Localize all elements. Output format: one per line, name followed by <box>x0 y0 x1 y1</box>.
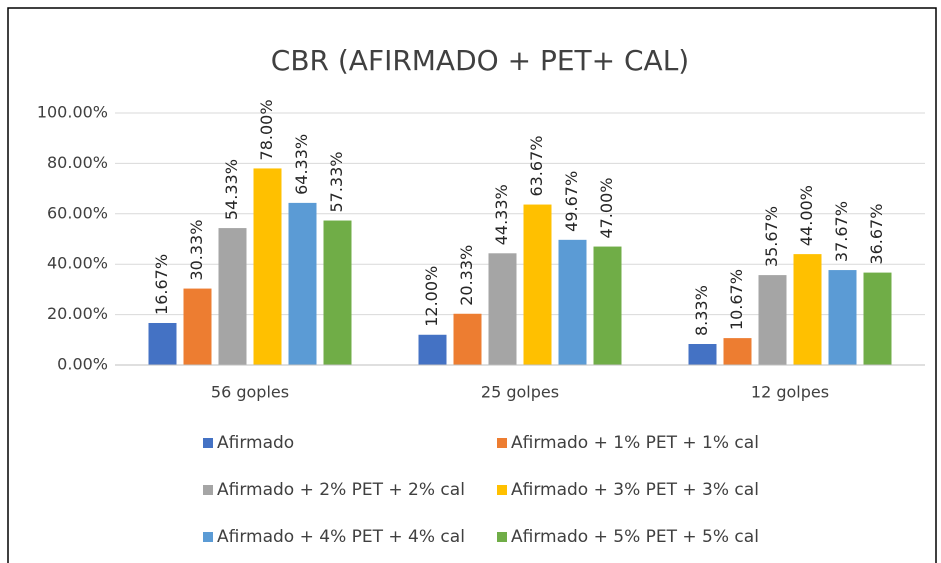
legend-label: Afirmado + 4% PET + 4% cal <box>217 527 465 547</box>
bar <box>488 253 517 365</box>
data-label: 16.67% <box>152 254 171 315</box>
legend-swatch <box>203 532 213 542</box>
legend-swatch <box>497 532 507 542</box>
bar <box>863 272 892 365</box>
data-label: 57.33% <box>327 152 346 213</box>
y-tick-label: 80.00% <box>47 153 108 172</box>
legend-swatch <box>497 485 507 495</box>
data-label: 20.33% <box>457 245 476 306</box>
data-label: 54.33% <box>222 159 241 220</box>
bar <box>793 254 822 365</box>
bar <box>758 275 787 365</box>
bar <box>688 344 717 365</box>
data-label: 44.33% <box>492 184 511 245</box>
data-label: 36.67% <box>867 204 886 265</box>
data-label: 49.67% <box>562 171 581 232</box>
chart-title: CBR (AFIRMADO + PET+ CAL) <box>271 44 689 77</box>
data-label: 10.67% <box>727 269 746 330</box>
data-label: 44.00% <box>797 185 816 246</box>
y-tick-label: 60.00% <box>47 203 108 222</box>
bar <box>523 204 552 365</box>
bar <box>418 334 447 365</box>
legend-swatch <box>203 438 213 448</box>
legend-label: Afirmado <box>217 433 294 453</box>
legend-label: Afirmado + 2% PET + 2% cal <box>217 480 465 500</box>
y-tick-label: 0.00% <box>57 355 108 374</box>
data-label: 63.67% <box>527 136 546 197</box>
data-label: 12.00% <box>422 266 441 327</box>
bar <box>148 322 177 365</box>
y-tick-label: 20.00% <box>47 304 108 323</box>
legend-label: Afirmado + 3% PET + 3% cal <box>511 480 759 500</box>
legend-swatch <box>203 485 213 495</box>
data-label: 47.00% <box>597 178 616 239</box>
data-label: 35.67% <box>762 206 781 267</box>
data-label: 30.33% <box>187 220 206 281</box>
legend-label: Afirmado + 1% PET + 1% cal <box>511 433 759 453</box>
bar <box>593 246 622 365</box>
x-tick-label: 56 goples <box>211 383 289 402</box>
x-tick-label: 25 golpes <box>481 383 559 402</box>
bar <box>453 313 482 365</box>
data-label: 37.67% <box>832 201 851 262</box>
bar <box>723 338 752 365</box>
frame <box>7 7 937 563</box>
bar <box>828 270 857 365</box>
data-label: 78.00% <box>257 99 276 160</box>
data-label: 64.33% <box>292 134 311 195</box>
legend-label: Afirmado + 5% PET + 5% cal <box>511 527 759 547</box>
bar <box>183 288 212 365</box>
bar <box>288 202 317 365</box>
bar <box>218 228 247 365</box>
y-tick-label: 100.00% <box>37 103 108 122</box>
legend-swatch <box>497 438 507 448</box>
bar <box>323 220 352 365</box>
bar <box>253 168 282 365</box>
y-tick-label: 40.00% <box>47 254 108 273</box>
data-label: 8.33% <box>692 285 711 336</box>
x-tick-label: 12 golpes <box>751 383 829 402</box>
bar <box>558 239 587 365</box>
